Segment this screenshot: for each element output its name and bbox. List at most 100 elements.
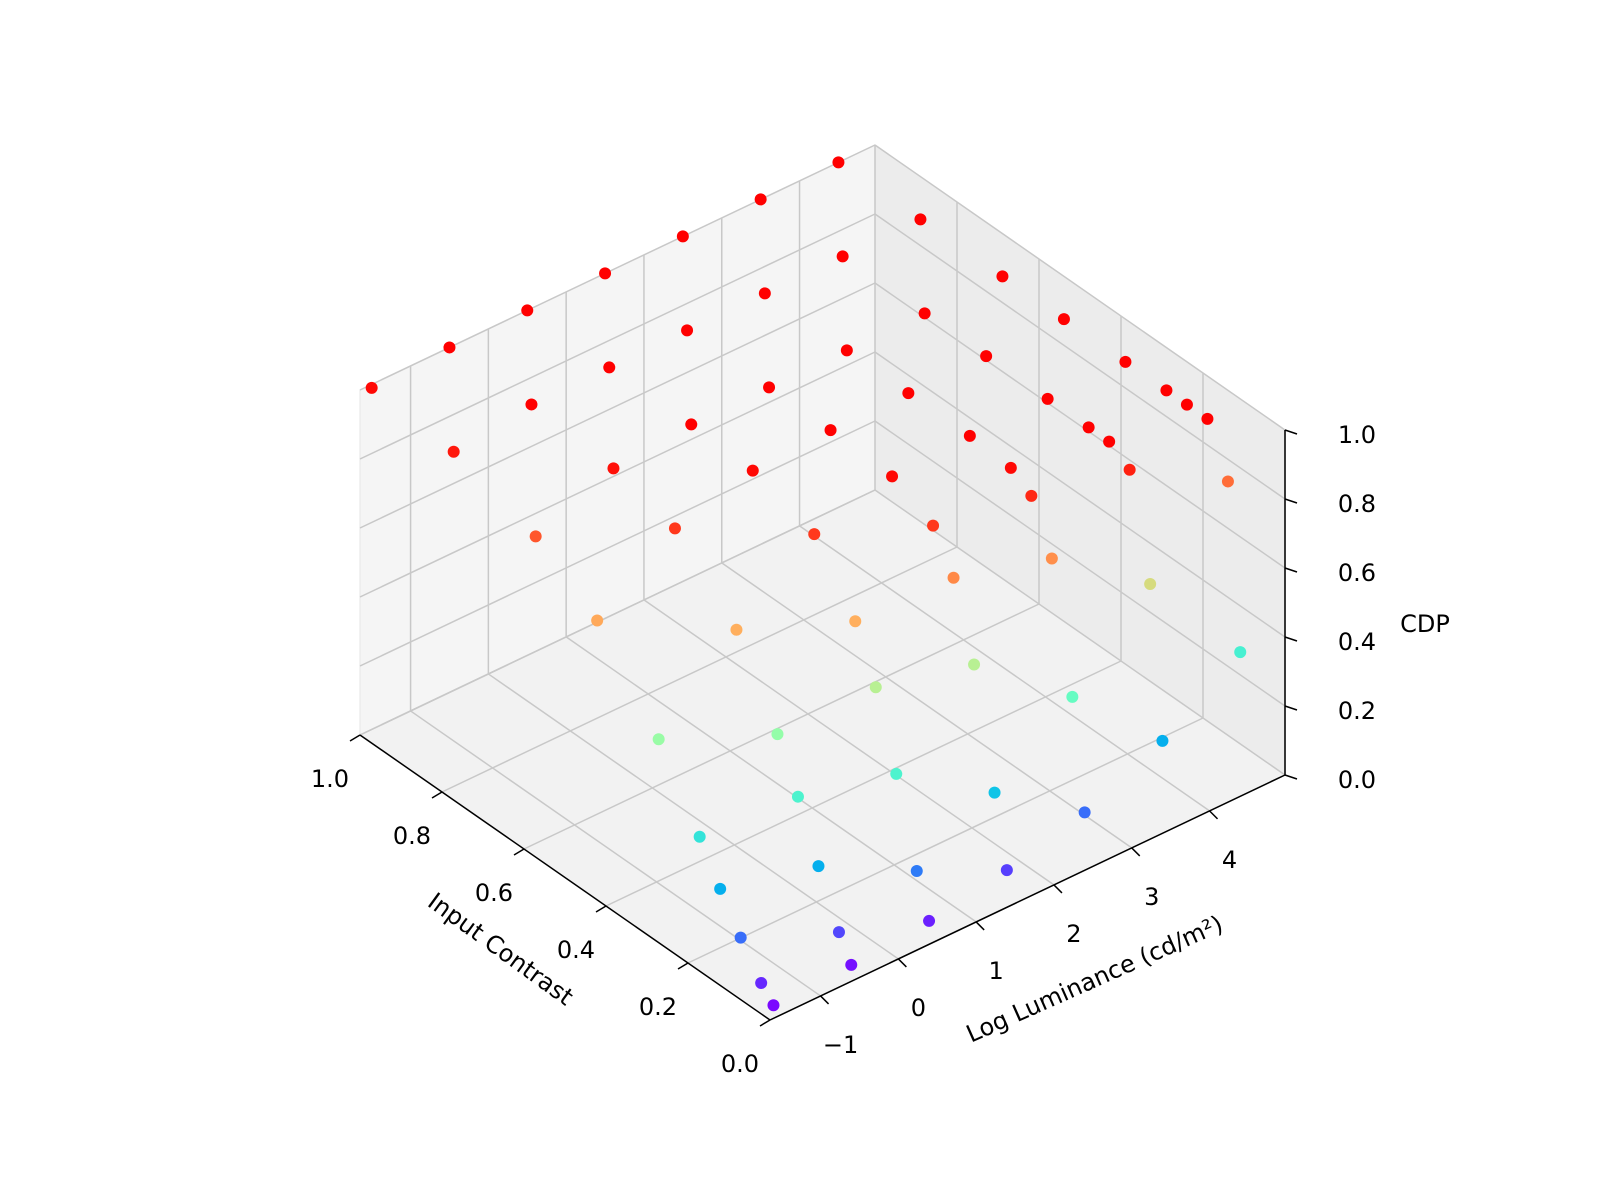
x-tick-label: −1 <box>823 1031 858 1059</box>
y-tick <box>431 791 443 799</box>
grid-line <box>799 525 1210 812</box>
point <box>1066 690 1079 703</box>
point <box>918 307 931 320</box>
point <box>845 958 858 971</box>
y-tick-label: 0.0 <box>721 1050 759 1078</box>
x-tick-label: 3 <box>1144 883 1159 911</box>
point <box>963 429 976 442</box>
grid-line <box>874 213 1286 500</box>
z-tick-label: 0.6 <box>1338 559 1376 587</box>
x-tick <box>975 921 985 931</box>
point <box>923 914 936 927</box>
point <box>681 324 694 337</box>
point <box>1057 313 1070 326</box>
grid-line <box>487 673 899 960</box>
y-tick-label: 0.4 <box>557 936 595 964</box>
x-tick <box>1131 847 1141 857</box>
y-tick <box>349 734 361 742</box>
point <box>447 445 460 458</box>
z-tick <box>1284 705 1298 711</box>
x-tick <box>1209 810 1219 820</box>
z-axis-label: CDP <box>1400 610 1450 638</box>
z-tick <box>1284 774 1298 780</box>
point <box>1045 552 1058 565</box>
point <box>1221 475 1234 488</box>
point <box>914 213 927 226</box>
point <box>996 270 1009 283</box>
y-tick <box>759 1019 771 1027</box>
point <box>791 790 804 803</box>
grid-line <box>359 420 876 667</box>
x-tick <box>820 995 830 1005</box>
point <box>1180 398 1193 411</box>
point <box>836 250 849 263</box>
grid-line <box>874 282 1286 569</box>
point <box>832 926 845 939</box>
point <box>832 156 845 169</box>
z-tick <box>1284 429 1298 435</box>
point <box>1123 463 1136 476</box>
z-tick-label: 0.0 <box>1338 766 1376 794</box>
point <box>685 418 698 431</box>
point <box>1078 806 1091 819</box>
z-tick <box>1284 636 1298 642</box>
point <box>767 999 780 1012</box>
x-tick-label: 2 <box>1066 920 1081 948</box>
point <box>886 470 899 483</box>
z-tick-label: 0.4 <box>1338 628 1376 656</box>
y-tick <box>513 848 525 856</box>
point <box>763 381 776 394</box>
x-tick-label: 4 <box>1222 846 1237 874</box>
y-tick-label: 0.2 <box>639 993 677 1021</box>
x-tick-label: 0 <box>911 994 926 1022</box>
x-axis-line <box>769 774 1286 1021</box>
z-tick <box>1284 567 1298 573</box>
point <box>890 767 903 780</box>
grid-line <box>605 660 1122 907</box>
point <box>927 519 940 532</box>
point <box>771 728 784 741</box>
point <box>676 230 689 243</box>
point <box>1000 864 1013 877</box>
point <box>947 571 960 584</box>
point <box>1160 384 1173 397</box>
point <box>443 341 456 354</box>
z-tick-label: 0.8 <box>1338 490 1376 518</box>
grid-line <box>359 351 876 598</box>
point <box>525 398 538 411</box>
point <box>730 623 743 636</box>
grid-line <box>687 717 1204 964</box>
grid-line <box>874 420 1286 707</box>
grid-line <box>441 546 958 793</box>
point <box>521 304 534 317</box>
point <box>1025 489 1038 502</box>
point <box>734 931 747 944</box>
grid-line <box>874 489 1286 776</box>
grid-line <box>721 562 1133 849</box>
point <box>1156 734 1169 747</box>
grid-line <box>523 603 1040 850</box>
point <box>824 424 837 437</box>
grid-line <box>565 636 977 923</box>
z-tick-label: 0.2 <box>1338 697 1376 725</box>
point <box>980 350 993 363</box>
grid-line <box>359 489 876 736</box>
point <box>529 530 542 543</box>
grid <box>359 144 1286 1021</box>
x-tick-label: 1 <box>989 957 1004 985</box>
point <box>754 193 767 206</box>
point <box>869 681 882 694</box>
x-tick <box>1053 884 1063 894</box>
point <box>808 528 821 541</box>
point <box>652 733 665 746</box>
points <box>365 156 1247 1012</box>
grid-line <box>643 599 1055 886</box>
point <box>840 344 853 357</box>
point <box>1119 355 1132 368</box>
point <box>599 267 612 280</box>
point <box>902 387 915 400</box>
grid-line <box>359 282 876 529</box>
point <box>755 976 768 989</box>
point <box>988 786 1001 799</box>
point <box>910 864 923 877</box>
